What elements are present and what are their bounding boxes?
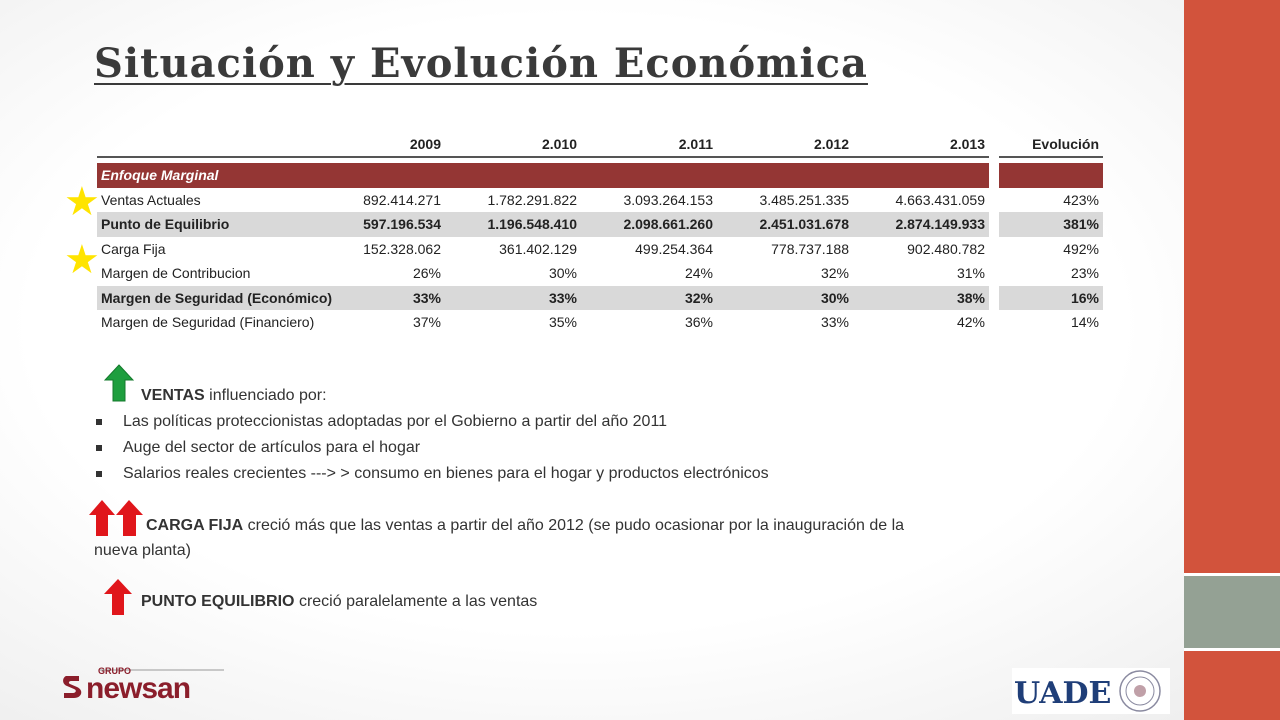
table-cell: 152.328.062 bbox=[363, 240, 441, 257]
table-cell: 3.485.251.335 bbox=[759, 191, 849, 208]
header-year: 2.013 bbox=[853, 131, 989, 158]
evolution-cell: 492% bbox=[1063, 240, 1099, 257]
table-cell: 33% bbox=[445, 285, 581, 310]
table-row: Margen de Seguridad (Económico) 33% 33% 32%… bbox=[97, 285, 1103, 310]
table-cell: 30% bbox=[717, 285, 853, 310]
list-item: Las políticas proteccionistas adoptadas … bbox=[96, 409, 769, 435]
table-cell: 2.874.149.933 bbox=[853, 212, 989, 237]
list-item: Auge del sector de artículos para el hog… bbox=[96, 435, 769, 461]
evolution-cell: 14% bbox=[1070, 314, 1099, 331]
double-red-up-arrow-icon bbox=[89, 500, 143, 536]
evolution-cell: 381% bbox=[999, 212, 1103, 237]
newsan-logo-name: newsan bbox=[86, 672, 190, 704]
table-cell: 499.254.364 bbox=[635, 240, 713, 257]
carga-fija-text: creció más que las ventas a partir del a… bbox=[243, 517, 905, 534]
table-cell: 26% bbox=[412, 265, 441, 282]
header-label bbox=[97, 131, 359, 158]
table-cell: 2.451.031.678 bbox=[717, 212, 853, 237]
table-cell: 33% bbox=[359, 285, 445, 310]
section-evolution-cell bbox=[999, 163, 1103, 188]
table-cell: 35% bbox=[548, 314, 577, 331]
row-label: Margen de Contribucion bbox=[101, 265, 251, 282]
financial-table: 2009 2.010 2.011 2.012 2.013 Evolución E… bbox=[97, 131, 1103, 335]
table-cell: 38% bbox=[853, 285, 989, 310]
table-cell: 30% bbox=[548, 265, 577, 282]
table-cell: 902.480.782 bbox=[907, 240, 985, 257]
table-cell: 24% bbox=[684, 265, 713, 282]
table-row: Carga Fija 152.328.062 361.402.129 499.254.… bbox=[97, 237, 1103, 262]
punto-equilibrio-note: PUNTO EQUILIBRIO creció paralelamente a … bbox=[141, 589, 537, 615]
star-icon: ★ bbox=[64, 238, 100, 282]
uade-logo: UADE bbox=[1012, 668, 1170, 714]
table-cell: 42% bbox=[956, 314, 985, 331]
red-up-arrow-icon bbox=[104, 579, 132, 615]
newsan-logo-small: GRUPO bbox=[98, 666, 131, 676]
evolution-cell: 16% bbox=[999, 285, 1103, 310]
table-cell: 1.782.291.822 bbox=[487, 191, 577, 208]
table-cell: 778.737.188 bbox=[771, 240, 849, 257]
table-row: Punto de Equilibrio 597.196.534 1.196.548.… bbox=[97, 212, 1103, 237]
ventas-note: VENTAS influenciado por: bbox=[141, 383, 327, 409]
carga-fija-note-continued: nueva planta) bbox=[94, 542, 191, 559]
header-year: 2.011 bbox=[581, 131, 717, 158]
table-cell: 361.402.129 bbox=[499, 240, 577, 257]
section-label: Enfoque Marginal bbox=[97, 163, 989, 188]
table-cell: 32% bbox=[581, 285, 717, 310]
punto-equilibrio-text: creció paralelamente a las ventas bbox=[294, 593, 538, 610]
header-year: 2009 bbox=[359, 131, 445, 158]
green-up-arrow-icon bbox=[104, 364, 134, 402]
table-gap bbox=[989, 131, 999, 157]
table-row: Margen de Seguridad (Financiero) 37% 35% 36… bbox=[97, 310, 1103, 335]
row-label: Margen de Seguridad (Financiero) bbox=[101, 314, 315, 331]
row-label: Margen de Seguridad (Económico) bbox=[97, 285, 359, 310]
row-label: Ventas Actuales bbox=[101, 191, 201, 208]
table-cell: 31% bbox=[956, 265, 985, 282]
carga-fija-note: CARGA FIJA creció más que las ventas a p… bbox=[146, 513, 904, 539]
table-cell: 2.098.661.260 bbox=[581, 212, 717, 237]
evolution-cell: 423% bbox=[1063, 191, 1099, 208]
table-cell: 3.093.264.153 bbox=[623, 191, 713, 208]
star-icon: ★ bbox=[64, 180, 100, 224]
uade-logo-name: UADE bbox=[1014, 676, 1111, 711]
ventas-bullet-list: Las políticas proteccionistas adoptadas … bbox=[96, 409, 769, 487]
list-item: Salarios reales crecientes ---> > consum… bbox=[96, 461, 769, 487]
table-cell: 32% bbox=[820, 265, 849, 282]
punto-equilibrio-bold: PUNTO EQUILIBRIO bbox=[141, 593, 295, 610]
evolution-cell: 23% bbox=[1070, 265, 1099, 282]
decorative-side-bar bbox=[1184, 0, 1280, 720]
table-row: Margen de Contribucion 26% 30% 24% 32% 31% 23% bbox=[97, 261, 1103, 286]
header-year: 2.010 bbox=[445, 131, 581, 158]
newsan-logo: GRUPO newsan bbox=[60, 660, 226, 705]
ventas-note-text: influenciado por: bbox=[204, 387, 327, 404]
table-cell: 892.414.271 bbox=[363, 191, 441, 208]
ventas-note-bold: VENTAS bbox=[141, 387, 205, 404]
table-cell: 37% bbox=[412, 314, 441, 331]
table-row: Ventas Actuales 892.414.271 1.782.291.822 3… bbox=[97, 188, 1103, 213]
table-cell: 1.196.548.410 bbox=[445, 212, 581, 237]
header-evolution: Evolución bbox=[999, 131, 1103, 158]
table-cell: 33% bbox=[820, 314, 849, 331]
table-cell: 597.196.534 bbox=[359, 212, 445, 237]
slide-title: Situación y Evolución Económica bbox=[94, 40, 868, 87]
row-label: Carga Fija bbox=[101, 240, 166, 257]
table-cell: 36% bbox=[684, 314, 713, 331]
table-header-row: 2009 2.010 2.011 2.012 2.013 Evolución bbox=[97, 131, 1103, 158]
row-label: Punto de Equilibrio bbox=[97, 212, 359, 237]
table-cell: 4.663.431.059 bbox=[895, 191, 985, 208]
section-row: Enfoque Marginal bbox=[97, 163, 1103, 188]
carga-fija-bold: CARGA FIJA bbox=[146, 517, 244, 534]
header-year: 2.012 bbox=[717, 131, 853, 158]
